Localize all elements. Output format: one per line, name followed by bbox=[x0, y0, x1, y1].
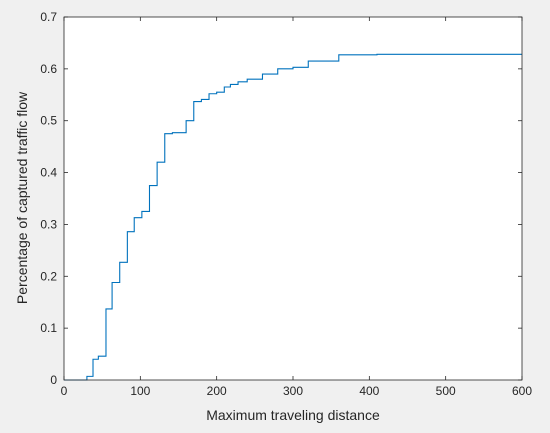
plot-frame bbox=[63, 16, 523, 381]
x-tick-label: 100 bbox=[130, 384, 150, 398]
x-tick-label: 200 bbox=[207, 384, 227, 398]
x-tick-label: 0 bbox=[61, 384, 68, 398]
y-tick-label: 0.3 bbox=[40, 217, 57, 231]
x-tick-label: 600 bbox=[512, 384, 532, 398]
plot-background bbox=[64, 17, 522, 380]
y-tick-label: 0 bbox=[50, 373, 57, 387]
y-tick-label: 0.2 bbox=[40, 269, 57, 283]
y-tick-label: 0.5 bbox=[40, 114, 57, 128]
x-axis-label: Maximum traveling distance bbox=[206, 407, 380, 423]
y-tick-label: 0.6 bbox=[40, 62, 57, 76]
series-line bbox=[64, 53, 522, 381]
y-tick-label: 0.4 bbox=[40, 166, 57, 180]
x-tick-label: 500 bbox=[436, 384, 456, 398]
y-axis-ticks: 0 0.1 0.2 0.3 0.4 0.5 0.6 0.7 bbox=[40, 10, 522, 387]
y-tick-label: 0.7 bbox=[40, 10, 57, 24]
x-axis-ticks: 0 100 200 300 400 500 600 bbox=[61, 17, 532, 398]
y-tick-label: 0.1 bbox=[40, 321, 57, 335]
x-tick-label: 400 bbox=[359, 384, 379, 398]
y-axis-label: Percentage of captured traffic flow bbox=[14, 91, 30, 304]
x-tick-label: 300 bbox=[283, 384, 303, 398]
